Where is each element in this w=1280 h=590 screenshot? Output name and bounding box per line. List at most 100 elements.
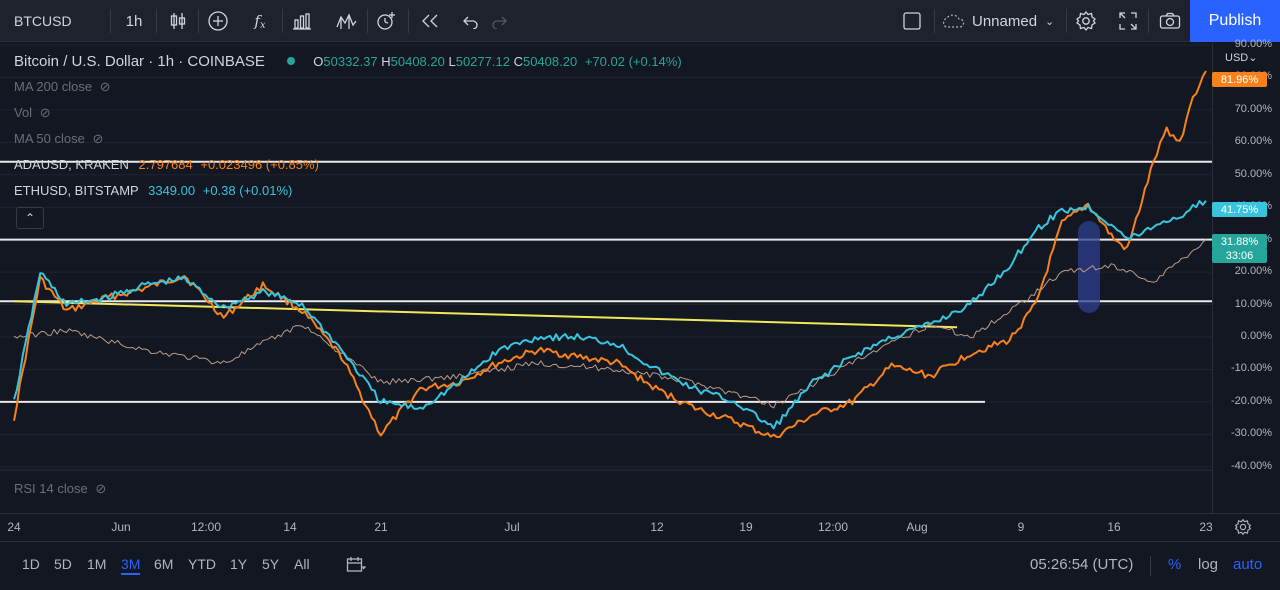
- price-tick-label: 60.00%: [1234, 135, 1272, 148]
- eye-hidden-icon[interactable]: ⊘: [92, 131, 104, 146]
- price-tag-label: 33:06: [1212, 248, 1267, 263]
- currency-selector[interactable]: USD⌄: [1225, 52, 1258, 64]
- range-button-5y[interactable]: 5Y: [262, 556, 280, 572]
- eye-hidden-icon[interactable]: ⊘: [95, 481, 107, 496]
- compare-legend-eth[interactable]: ETHUSD, BITSTAMP 3349.00 +0.38 (+0.01%): [14, 183, 292, 198]
- main-series-legend: Bitcoin / U.S. Dollar · 1h · COINBASE O5…: [14, 53, 682, 70]
- compare-value: 2.797684: [138, 157, 193, 172]
- interval-button[interactable]: 1h: [115, 0, 153, 42]
- log-scale-toggle[interactable]: log: [1198, 556, 1219, 573]
- change-value: +70.02 (+0.14%): [584, 54, 682, 69]
- time-scale[interactable]: 24 Jun 12:00 14 21 Jul 12 19 12:00 Aug 9 16 23: [0, 513, 1280, 541]
- settings-gear-icon[interactable]: [1068, 0, 1104, 42]
- open-value: 50332.37: [323, 54, 378, 69]
- camera-icon[interactable]: [1152, 0, 1188, 42]
- percent-scale-toggle[interactable]: %: [1168, 556, 1182, 573]
- close-label: C: [513, 54, 523, 69]
- separator: [198, 9, 199, 33]
- separator: [934, 9, 935, 33]
- fullscreen-toggle-icon[interactable]: [896, 0, 928, 42]
- indicator-label: RSI 14 close: [14, 481, 88, 496]
- undo-icon[interactable]: [452, 0, 488, 42]
- compare-legend-ada[interactable]: ADAUSD, KRAKEN 2.797684 +0.023496 (+0.85…: [14, 157, 319, 172]
- scale-settings-gear-icon[interactable]: [1234, 518, 1252, 541]
- templates-icon[interactable]: [284, 0, 320, 42]
- interval-label: 1h: [125, 12, 143, 30]
- separator: [1148, 9, 1149, 33]
- replay-icon[interactable]: [412, 0, 448, 42]
- time-tick-label: 12:00: [817, 520, 849, 534]
- range-button-all[interactable]: All: [294, 556, 310, 572]
- compare-add-icon[interactable]: [200, 0, 236, 42]
- separator: [1066, 9, 1067, 33]
- range-button-1m[interactable]: 1M: [87, 556, 107, 572]
- alert-icon[interactable]: [368, 0, 404, 42]
- price-tag-label: 41.75%: [1212, 202, 1267, 217]
- indicator-label: MA 50 close: [14, 131, 85, 146]
- expand-icon[interactable]: [1110, 0, 1146, 42]
- time-tick-label: 12: [650, 520, 664, 534]
- time-tick-label: 9: [1017, 520, 1025, 534]
- utc-clock[interactable]: 05:26:54 (UTC): [1030, 556, 1134, 573]
- indicator-ma50[interactable]: MA 50 close ⊘: [14, 131, 103, 147]
- range-button-5d[interactable]: 5D: [54, 556, 72, 572]
- separator: [156, 9, 157, 33]
- indicator-label: MA 200 close: [14, 79, 93, 94]
- time-tick-label: 16: [1107, 520, 1121, 534]
- price-tick-label: 90.00%: [1234, 38, 1272, 50]
- collapse-legend-chevron-up-icon[interactable]: ⌃: [16, 207, 44, 229]
- market-status-dot: [287, 57, 296, 65]
- layout-name-button[interactable]: Unnamed ⌄: [940, 0, 1064, 42]
- price-tag-label: 31.88%: [1212, 234, 1267, 249]
- range-button-3m[interactable]: 3M: [121, 556, 141, 575]
- highlight-marker: [1078, 221, 1100, 313]
- time-tick-label: Jul: [504, 520, 520, 534]
- chart-pane[interactable]: Bitcoin / U.S. Dollar · 1h · COINBASE O5…: [0, 43, 1212, 513]
- redo-icon[interactable]: [482, 0, 518, 42]
- time-tick-label: Jun: [111, 520, 131, 534]
- symbol-label: BTCUSD: [14, 13, 72, 29]
- auto-scale-toggle[interactable]: auto: [1233, 556, 1263, 573]
- range-button-6m[interactable]: 6M: [154, 556, 174, 572]
- range-button-ytd[interactable]: YTD: [188, 556, 216, 572]
- indicator-label: Vol: [14, 105, 33, 120]
- time-tick-label: Aug: [906, 520, 928, 534]
- price-tick-label: -30.00%: [1231, 427, 1272, 440]
- series-line: [13, 70, 1207, 438]
- bottom-toolbar: 05:26:54 (UTC) % log auto 1D 5D 1M 3M 6M YTD 1…: [0, 541, 1280, 590]
- chart-type-icon[interactable]: [328, 0, 364, 42]
- high-label: H: [381, 54, 391, 69]
- range-button-1d[interactable]: 1D: [22, 556, 40, 572]
- time-tick-label: 23: [1199, 520, 1213, 534]
- separator: [408, 9, 409, 33]
- time-tick-label: 12:00: [190, 520, 222, 534]
- compare-value: 3349.00: [148, 183, 196, 198]
- eye-hidden-icon[interactable]: ⊘: [39, 105, 51, 120]
- price-tick-label: -20.00%: [1231, 394, 1272, 407]
- range-button-1y[interactable]: 1Y: [230, 556, 248, 572]
- low-label: L: [448, 54, 456, 69]
- low-value: 50277.12: [455, 54, 510, 69]
- publish-button[interactable]: Publish: [1190, 0, 1280, 42]
- date-range-calendar-icon[interactable]: [346, 556, 367, 577]
- series-title: Bitcoin / U.S. Dollar · 1h · COINBASE: [14, 53, 265, 70]
- separator: [282, 9, 283, 33]
- symbol-search[interactable]: BTCUSD: [0, 0, 110, 42]
- series-line: [13, 200, 1207, 430]
- indicator-rsi[interactable]: RSI 14 close ⊘: [14, 481, 106, 497]
- compare-change: +0.38 (+0.01%): [202, 183, 293, 198]
- chart-canvas[interactable]: [0, 43, 1212, 513]
- price-tick-label: -10.00%: [1231, 362, 1272, 375]
- separator: [110, 9, 111, 33]
- cloud-icon: [943, 14, 965, 28]
- candles-icon[interactable]: [160, 0, 196, 42]
- price-tick-label: 0.00%: [1240, 330, 1272, 342]
- indicator-ma200[interactable]: MA 200 close ⊘: [14, 79, 111, 95]
- series-line: [13, 239, 1207, 409]
- time-tick-label: 24: [7, 520, 21, 534]
- eye-hidden-icon[interactable]: ⊘: [99, 79, 111, 94]
- indicator-vol[interactable]: Vol ⊘: [14, 105, 51, 121]
- price-scale[interactable]: USD⌄ 90.00%80.00%70.00%60.00%50.00%40.00…: [1212, 38, 1280, 513]
